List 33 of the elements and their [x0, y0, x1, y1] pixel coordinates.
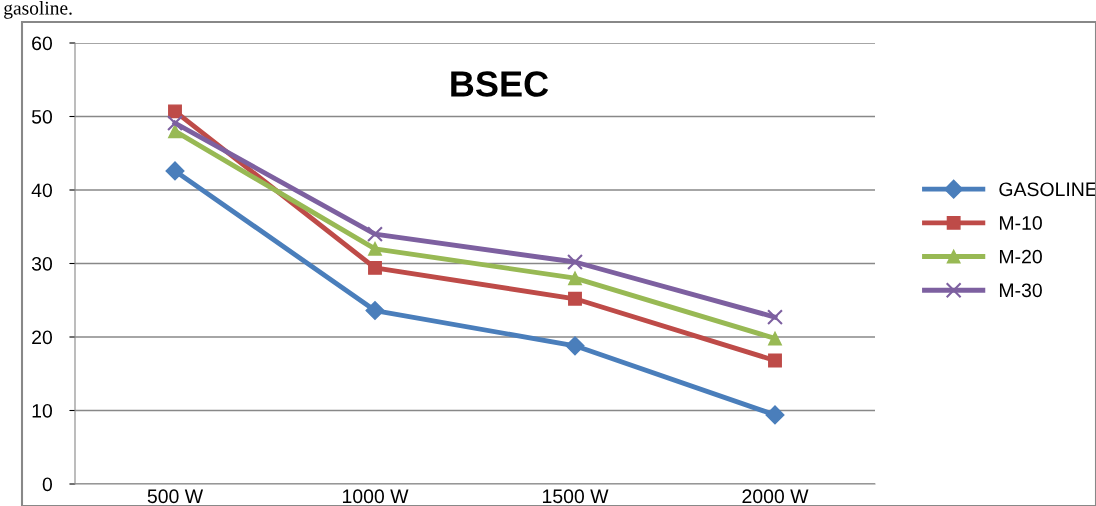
legend-label: GASOLINE — [999, 182, 1096, 197]
point — [165, 161, 185, 181]
x-tick-label: 500 W — [147, 489, 204, 504]
point — [368, 241, 382, 256]
y-tick-label: 30 — [31, 256, 53, 271]
legend-label: M-10 — [999, 216, 1042, 230]
point — [368, 260, 382, 275]
text: gasoline. — [4, 1, 72, 19]
y-tick-label: 20 — [32, 330, 53, 345]
text: BSEC — [451, 71, 549, 97]
x-tick-label: 1000 W — [342, 489, 409, 504]
x-tick-label: 1500 W — [542, 489, 609, 504]
point — [768, 353, 782, 368]
point — [568, 291, 582, 306]
point — [768, 331, 782, 346]
y-tick-label: 0 — [42, 477, 53, 492]
point — [167, 115, 183, 132]
y-tick-label: 50 — [31, 109, 53, 124]
y-tick-label: 60 — [32, 36, 53, 51]
legend-label: M-20 — [999, 249, 1042, 264]
point — [567, 254, 583, 271]
x-tick-label: 2000 W — [742, 489, 809, 504]
legend-label: M-30 — [999, 283, 1042, 298]
y-tick-label: 40 — [31, 183, 53, 198]
point — [568, 271, 582, 286]
point — [565, 336, 585, 356]
point — [365, 301, 385, 321]
point — [765, 405, 785, 425]
point — [168, 124, 182, 139]
point — [767, 309, 783, 326]
y-tick-label: 10 — [32, 403, 53, 418]
point — [367, 226, 383, 243]
point — [168, 104, 182, 119]
